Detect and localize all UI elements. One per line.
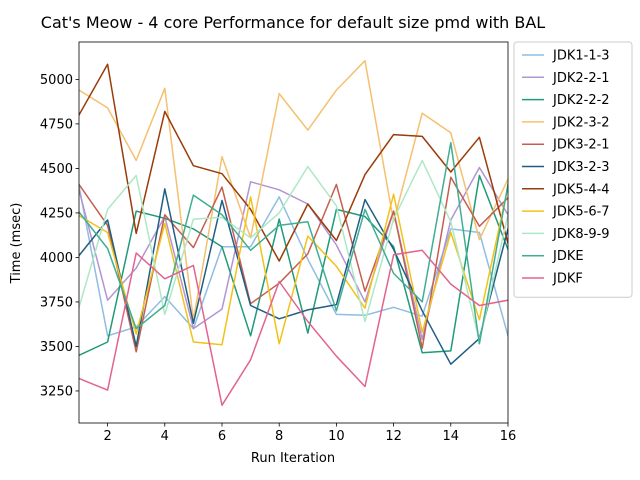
x-tick-label: 6 bbox=[218, 429, 226, 444]
series-line-jdk8-9-9 bbox=[79, 159, 508, 342]
x-tick-label: 12 bbox=[385, 429, 402, 444]
x-tick-label: 10 bbox=[328, 429, 345, 444]
legend-label-jdkf: JDKF bbox=[552, 272, 583, 287]
x-tick-label: 14 bbox=[443, 429, 460, 444]
plot-frame bbox=[78, 41, 509, 424]
series-line-jdk3-2-3 bbox=[79, 188, 508, 365]
y-tick-label: 3500 bbox=[40, 340, 73, 355]
series-lines bbox=[79, 59, 508, 406]
legend-label-jdk1-1-3: JDK1-1-3 bbox=[552, 49, 610, 64]
series-line-jdk2-2-1 bbox=[79, 166, 508, 341]
y-tick-label: 4000 bbox=[40, 251, 73, 266]
y-tick-label: 4500 bbox=[40, 162, 73, 177]
series-line-jdk5-6-7 bbox=[79, 185, 508, 346]
series-line-jdk2-3-2 bbox=[79, 59, 508, 321]
legend-label-jdk3-2-3: JDK3-2-3 bbox=[552, 160, 610, 175]
legend-label-jdk2-3-2: JDK2-3-2 bbox=[552, 115, 610, 130]
legend-label-jdk8-9-9: JDK8-9-9 bbox=[552, 227, 610, 242]
chart-title: Cat's Meow - 4 core Performance for defa… bbox=[41, 13, 546, 32]
legend-label-jdk3-2-1: JDK3-2-1 bbox=[552, 138, 610, 153]
x-tick-label: 2 bbox=[103, 429, 111, 444]
legend-label-jdk2-2-2: JDK2-2-2 bbox=[552, 93, 610, 108]
series-line-jdk2-2-2 bbox=[79, 174, 508, 357]
series-line-jdk1-1-3 bbox=[79, 185, 508, 337]
legend-label-jdke: JDKE bbox=[552, 249, 584, 264]
series-line-jdk5-4-4 bbox=[79, 63, 508, 262]
axes: 2 4 6 8 10 12 14 16 3250 3500 3750 4000 4250 4500 4750… bbox=[40, 41, 517, 444]
y-tick-label: 4250 bbox=[40, 206, 73, 221]
x-tick-label: 8 bbox=[275, 429, 283, 444]
y-tick-label: 3750 bbox=[40, 295, 73, 310]
y-tick-label: 5000 bbox=[40, 73, 73, 88]
series-line-jdk3-2-1 bbox=[79, 176, 508, 353]
x-tick-label: 16 bbox=[500, 429, 517, 444]
legend-label-jdk5-6-7: JDK5-6-7 bbox=[552, 205, 610, 220]
y-tick-label: 4750 bbox=[40, 117, 73, 132]
legend-label-jdk2-2-1: JDK2-2-1 bbox=[552, 71, 610, 86]
y-tick-label: 3250 bbox=[40, 384, 73, 399]
y-axis-label: Time (msec) bbox=[9, 203, 24, 285]
legend: JDK1-1-3 JDK2-2-1 JDK2-2-2 JDK2-3-2 JDK3-2-1… bbox=[513, 41, 633, 298]
series-line-jdkf bbox=[79, 249, 508, 406]
x-axis-label: Run Iteration bbox=[251, 451, 335, 466]
series-line-jdke bbox=[79, 141, 508, 345]
x-tick-label: 4 bbox=[161, 429, 169, 444]
legend-label-jdk5-4-4: JDK5-4-4 bbox=[552, 182, 610, 197]
